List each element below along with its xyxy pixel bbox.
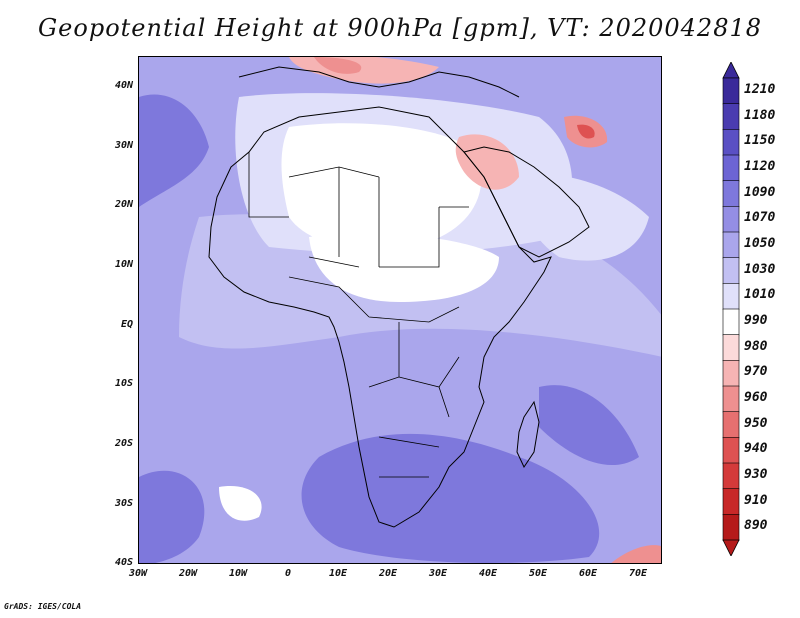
xtick-30e: 30E xyxy=(428,568,448,579)
colorbar-label: 1090 xyxy=(744,184,776,200)
colorbar-min-arrow xyxy=(722,539,740,556)
ytick-40s: 40S xyxy=(114,557,133,568)
europe-coastline xyxy=(238,66,520,98)
africa-coastline xyxy=(208,106,552,528)
xtick-10w: 10W xyxy=(228,568,248,579)
colorbar-swatch-10 xyxy=(722,334,740,362)
colorbar-label: 980 xyxy=(744,338,768,354)
field-white-southwest xyxy=(219,486,262,521)
field-deep-indian-ocean xyxy=(539,385,639,466)
colorbar-swatch-4 xyxy=(722,180,740,208)
inner-borders xyxy=(248,152,469,478)
colorbar-label: 940 xyxy=(744,441,768,457)
madagascar-coastline xyxy=(516,400,540,469)
ytick-40n: 40N xyxy=(114,80,133,91)
colorbar-swatch-0 xyxy=(722,77,740,105)
colorbar-label: 1010 xyxy=(744,287,776,303)
field-deep-west xyxy=(139,94,209,207)
xtick-60e: 60E xyxy=(578,568,598,579)
ytick-20n: 20N xyxy=(114,199,133,210)
colorbar-swatch-1 xyxy=(722,103,740,131)
map-field xyxy=(139,57,661,563)
colorbar-label: 1210 xyxy=(744,81,776,97)
field-white-central xyxy=(309,233,499,302)
field-red-iran-core xyxy=(577,124,595,139)
colorbar-swatch-3 xyxy=(722,154,740,182)
field-white-sahara xyxy=(281,123,482,249)
colorbar-swatch-8 xyxy=(722,283,740,310)
colorbar-swatch-7 xyxy=(722,257,740,285)
colorbar-swatch-6 xyxy=(722,231,740,259)
xtick-70e: 70E xyxy=(628,568,648,579)
colorbar-swatch-17 xyxy=(722,514,740,541)
colorbar-label: 1120 xyxy=(744,158,776,174)
colorbar-swatch-16 xyxy=(722,488,740,516)
colorbar-label: 1150 xyxy=(744,133,776,149)
ytick-10s: 10S xyxy=(114,378,133,389)
colorbar-max-arrow xyxy=(722,62,740,79)
colorbar-swatch-12 xyxy=(722,385,740,413)
colorbar-swatch-15 xyxy=(722,462,740,490)
xtick-50e: 50E xyxy=(528,568,548,579)
colorbar-label: 1070 xyxy=(744,210,776,226)
ytick-30n: 30N xyxy=(114,140,133,151)
xtick-30w: 30W xyxy=(128,568,148,579)
colorbar-swatch-9 xyxy=(722,308,740,336)
chart-title: Geopotential Height at 900hPa [gpm], VT:… xyxy=(38,14,762,42)
colorbar-label: 950 xyxy=(744,415,768,431)
map-plot-area xyxy=(138,56,662,564)
colorbar-label: 970 xyxy=(744,364,768,380)
xtick-20e: 20E xyxy=(378,568,398,579)
xtick-20w: 20W xyxy=(178,568,198,579)
xtick-40e: 40E xyxy=(478,568,498,579)
ytick-30s: 30S xyxy=(114,498,133,509)
field-red-southeast xyxy=(611,545,661,563)
colorbar-label: 1180 xyxy=(744,107,776,123)
field-red-mideast xyxy=(455,134,519,190)
arabia-coastline xyxy=(463,146,590,258)
field-deep-southwest xyxy=(139,470,205,563)
ytick-eq: EQ xyxy=(120,319,133,330)
colorbar-swatch-13 xyxy=(722,411,740,439)
colorbar-label: 990 xyxy=(744,312,768,328)
credit-text: GrADS: IGES/COLA xyxy=(4,602,82,611)
colorbar-swatch-2 xyxy=(722,129,740,156)
xtick-10e: 10E xyxy=(328,568,348,579)
colorbar xyxy=(722,62,740,556)
field-red-europe-core xyxy=(314,57,362,74)
colorbar-label: 910 xyxy=(744,492,768,508)
colorbar-swatch-11 xyxy=(722,360,740,387)
colorbar-label: 930 xyxy=(744,466,768,482)
colorbar-label: 1030 xyxy=(744,261,776,277)
xtick-0: 0 xyxy=(284,568,292,579)
ytick-20s: 20S xyxy=(114,438,133,449)
colorbar-swatch-5 xyxy=(722,206,740,233)
colorbar-label: 890 xyxy=(744,518,768,534)
coastline-overlay xyxy=(208,66,590,528)
colorbar-swatch-14 xyxy=(722,437,740,464)
colorbar-label: 1050 xyxy=(744,235,776,251)
colorbar-label: 960 xyxy=(744,389,768,405)
ytick-10n: 10N xyxy=(114,259,133,270)
